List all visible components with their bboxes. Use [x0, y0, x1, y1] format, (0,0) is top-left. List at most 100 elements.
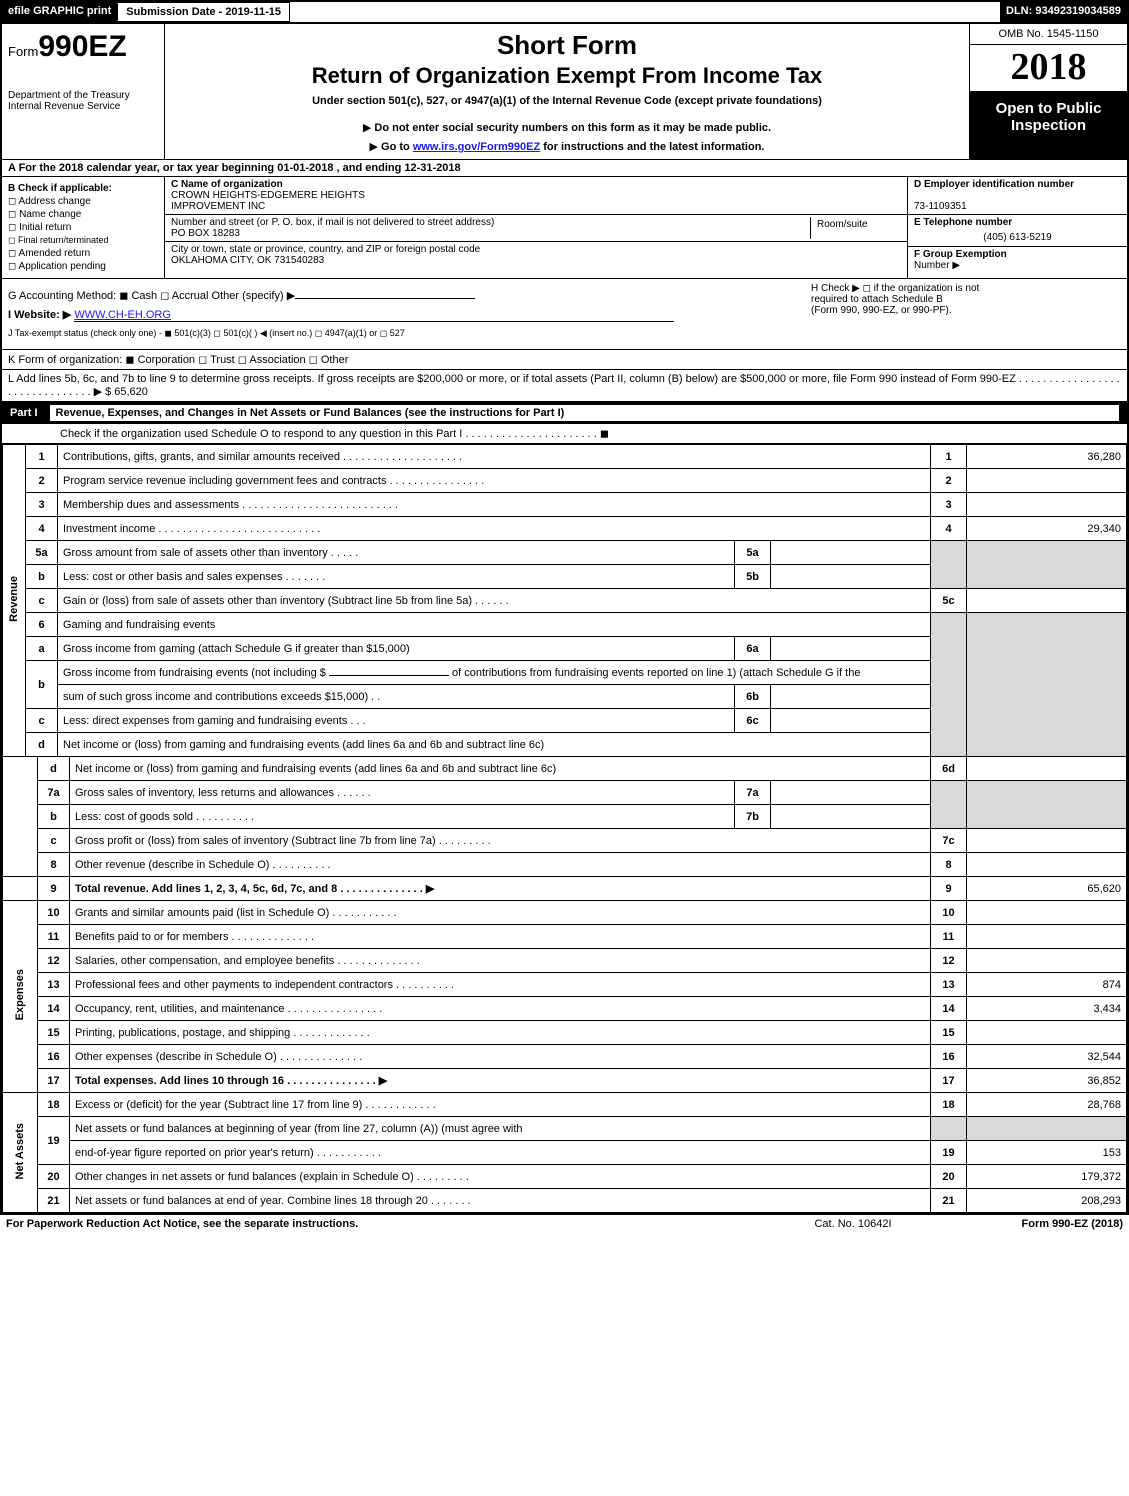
line-5c-desc: Gain or (loss) from sale of assets other… — [58, 589, 931, 613]
goto-pre: Go to — [381, 141, 413, 153]
room-label: Room/suite — [817, 219, 868, 230]
line-14-amt: 3,434 — [967, 997, 1127, 1021]
line-6d-amt — [967, 757, 1127, 781]
otp-line2: Inspection — [974, 117, 1123, 134]
g-other-blank[interactable] — [295, 298, 475, 299]
line-9-bold: Total revenue. Add lines 1, 2, 3, 4, 5c,… — [75, 883, 434, 895]
e-label: E Telephone number — [914, 217, 1012, 228]
line-6c-mn: 6c — [735, 709, 771, 733]
dln-label: DLN: 93492319034589 — [1000, 2, 1127, 22]
line-7a-mn: 7a — [735, 781, 771, 805]
line-6b-mn: 6b — [735, 685, 771, 709]
line-18-amt: 28,768 — [967, 1093, 1127, 1117]
check-amended-return[interactable]: Amended return — [8, 248, 158, 259]
h-line3: (Form 990, 990-EZ, or 990-PF). — [811, 305, 1121, 316]
check-name-change[interactable]: Name change — [8, 209, 158, 220]
line-2-desc: Program service revenue including govern… — [58, 469, 931, 493]
line-6b-blank[interactable] — [329, 675, 449, 676]
line-17-bold: Total expenses. Add lines 10 through 16 … — [75, 1075, 387, 1087]
line-14-rno: 14 — [931, 997, 967, 1021]
form-number: Form990EZ — [8, 30, 158, 64]
section-501-note: Under section 501(c), 527, or 4947(a)(1)… — [169, 95, 965, 107]
line-3-desc: Membership dues and assessments . . . . … — [58, 493, 931, 517]
line-4-amt: 29,340 — [967, 517, 1127, 541]
irs-link[interactable]: www.irs.gov/Form990EZ — [413, 141, 540, 153]
line-6d-rno: 6d — [931, 757, 967, 781]
irs-label: Internal Revenue Service — [8, 101, 158, 112]
line-17-no: 17 — [38, 1069, 70, 1093]
h-line1: H Check ▶ ◻ if the organization is not — [811, 283, 1121, 294]
line-6d-desc: Net income or (loss) from gaming and fun… — [58, 733, 931, 757]
line-5b-desc: Less: cost or other basis and sales expe… — [58, 565, 735, 589]
line-21-desc: Net assets or fund balances at end of ye… — [70, 1189, 931, 1213]
footer-right-text: Form 990-EZ (2018) — [1022, 1218, 1123, 1230]
footer-left: For Paperwork Reduction Act Notice, see … — [6, 1218, 763, 1230]
a-end: 12-31-2018 — [404, 162, 460, 174]
org-name-1: CROWN HEIGHTS-EDGEMERE HEIGHTS — [171, 190, 365, 201]
line-11-rno: 11 — [931, 925, 967, 949]
d-label: D Employer identification number — [914, 179, 1074, 190]
part-1-title: Revenue, Expenses, and Changes in Net As… — [50, 405, 1119, 421]
line-19-desc: Net assets or fund balances at beginning… — [70, 1117, 931, 1141]
line-11-no: 11 — [38, 925, 70, 949]
line-6a-mv[interactable] — [771, 637, 931, 661]
line-16-desc: Other expenses (describe in Schedule O) … — [70, 1045, 931, 1069]
line-21-rno: 21 — [931, 1189, 967, 1213]
line-19-amt: 153 — [967, 1141, 1127, 1165]
goto-post: for instructions and the latest informat… — [540, 141, 764, 153]
omb-number: OMB No. 1545-1150 — [970, 24, 1127, 45]
line-6b-mv[interactable] — [771, 685, 931, 709]
line-13-desc: Professional fees and other payments to … — [70, 973, 931, 997]
c-addr-cell: Number and street (or P. O. box, if mail… — [165, 215, 907, 242]
line-6b-desc1: Gross income from fundraising events (no… — [58, 661, 931, 685]
line-5b-mv[interactable] — [771, 565, 931, 589]
section-g-h-i-j: H Check ▶ ◻ if the organization is not r… — [2, 279, 1127, 350]
line-16-no: 16 — [38, 1045, 70, 1069]
line-6b-d1: Gross income from fundraising events (no… — [63, 667, 329, 679]
line-7a-mv[interactable] — [771, 781, 931, 805]
line-1-amt: 36,280 — [967, 445, 1127, 469]
addr-left: Number and street (or P. O. box, if mail… — [171, 217, 811, 239]
line-5a-mv[interactable] — [771, 541, 931, 565]
line-10-no: 10 — [38, 901, 70, 925]
submission-date: Submission Date - 2019-11-15 — [117, 2, 290, 22]
grey-5 — [931, 541, 967, 589]
check-final-return[interactable]: Final return/terminated — [8, 235, 158, 246]
line-3-no: 3 — [26, 493, 58, 517]
check-initial-return[interactable]: Initial return — [8, 222, 158, 233]
line-6c-mv[interactable] — [771, 709, 931, 733]
line-7b-mv[interactable] — [771, 805, 931, 829]
efile-print-label[interactable]: efile GRAPHIC print — [2, 2, 117, 22]
netassets-text: Net Assets — [14, 1123, 26, 1179]
revenue-text: Revenue — [8, 576, 20, 622]
line-14-no: 14 — [38, 997, 70, 1021]
line-6d-no2: d — [38, 757, 70, 781]
a-begin: 01-01-2018 — [277, 162, 333, 174]
column-c-name: C Name of organization CROWN HEIGHTS-EDG… — [165, 177, 907, 278]
line-17-rno: 17 — [931, 1069, 967, 1093]
line-2-amt — [967, 469, 1127, 493]
line-20-rno: 20 — [931, 1165, 967, 1189]
line-1-desc: Contributions, gifts, grants, and simila… — [58, 445, 931, 469]
line-9-rno: 9 — [931, 877, 967, 901]
rev-spacer — [3, 877, 38, 901]
check-address-change[interactable]: Address change — [8, 196, 158, 207]
f-group-cell: F Group Exemption Number ▶ — [908, 247, 1127, 278]
city-value: OKLAHOMA CITY, OK 731540283 — [171, 255, 324, 266]
line-3-rno: 3 — [931, 493, 967, 517]
grey-6-amt — [967, 613, 1127, 757]
website-link[interactable]: WWW.CH-EH.ORG — [74, 309, 674, 322]
form-prefix: Form — [8, 44, 38, 59]
line-5c-no: c — [26, 589, 58, 613]
line-18-desc: Excess or (deficit) for the year (Subtra… — [70, 1093, 931, 1117]
page-footer: For Paperwork Reduction Act Notice, see … — [0, 1215, 1129, 1233]
line-18-rno: 18 — [931, 1093, 967, 1117]
line-19-desc2: end-of-year figure reported on prior yea… — [70, 1141, 931, 1165]
line-12-rno: 12 — [931, 949, 967, 973]
line-17-amt: 36,852 — [967, 1069, 1127, 1093]
line-15-no: 15 — [38, 1021, 70, 1045]
line-11-desc: Benefits paid to or for members . . . . … — [70, 925, 931, 949]
check-application-pending[interactable]: Application pending — [8, 261, 158, 272]
line-7b-desc: Less: cost of goods sold . . . . . . . .… — [70, 805, 735, 829]
tax-year: 2018 — [970, 45, 1127, 92]
